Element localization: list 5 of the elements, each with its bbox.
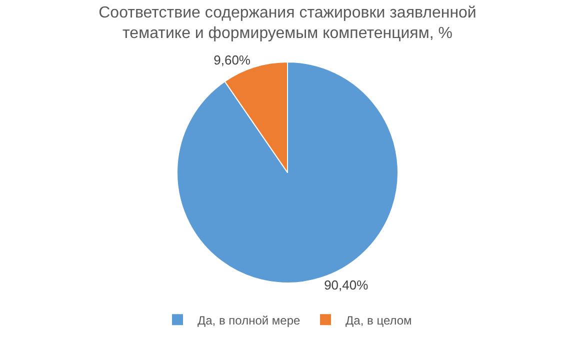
legend-label: Да, в целом [346, 313, 412, 328]
legend-label: Да, в полной мере [198, 313, 301, 328]
chart-title: Соответствие содержания стажировки заявленной тематике и формируемым компетенциям, % [98, 4, 476, 42]
data-label: 90,40% [324, 277, 369, 292]
data-label: 9,60% [214, 52, 251, 68]
